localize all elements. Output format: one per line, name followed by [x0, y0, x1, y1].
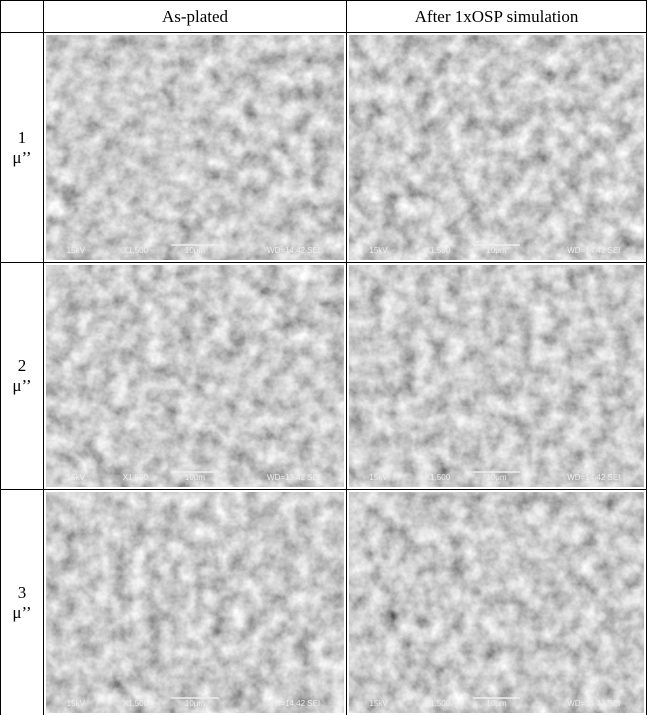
- info-bar-text: 10μm: [486, 473, 507, 482]
- sem-texture: [349, 265, 644, 487]
- sem-texture: [46, 35, 344, 260]
- row-label: μ’’: [12, 376, 32, 395]
- info-bar-text: 10μm: [185, 699, 206, 708]
- column-header: As-plated: [43, 0, 347, 33]
- info-bar-text: 15kV: [67, 246, 86, 255]
- sem-image: 15kV X1,500 10μm WD=14.42 SEI: [349, 492, 644, 713]
- column-header: After 1xOSP simulation: [346, 0, 647, 33]
- info-bar-text: 10μm: [486, 699, 507, 708]
- info-bar-text: 10μm: [486, 246, 507, 255]
- info-bar-text: X1,500: [123, 473, 149, 482]
- info-bar-text: WD=14.42 SEI: [567, 473, 620, 482]
- info-bar-text: X1,500: [425, 473, 451, 482]
- info-bar-text: WD=14.42 SEI: [567, 246, 620, 255]
- sem-image: 15kV X1,500 10μm WD=14.42 SEI: [349, 35, 644, 260]
- sem-image: 15kV X1,500 10μm WD=14.42 SEI: [349, 265, 644, 487]
- info-bar-text: X1,500: [425, 699, 451, 708]
- corner-cell: [0, 0, 44, 33]
- row-label: 1: [17, 127, 27, 147]
- row-label-cell: 2 μ’’: [0, 262, 44, 490]
- row-label-cell: 1 μ’’: [0, 32, 44, 263]
- info-bar-text: 15kV: [67, 699, 86, 708]
- sem-texture: [46, 265, 344, 487]
- info-bar-text: WD=14.42 SEI: [567, 699, 620, 708]
- info-bar-text: 15kV: [369, 246, 388, 255]
- info-bar-text: X1,500: [123, 246, 149, 255]
- row-label: 3: [17, 582, 27, 602]
- info-bar-text: 15kV: [369, 473, 388, 482]
- info-bar-text: WD=14.42 SEI: [267, 699, 320, 708]
- info-bar-text: X1,500: [123, 699, 149, 708]
- info-bar-text: 15kV: [369, 699, 388, 708]
- sem-texture: [349, 492, 644, 713]
- sem-image: 15kV X1,500 10μm WD=13.42 SEI: [46, 265, 344, 487]
- info-bar-text: WD=13.42 SEI: [267, 473, 320, 482]
- info-bar-text: 15kV: [67, 473, 86, 482]
- row-label-cell: 3 μ’’: [0, 489, 44, 715]
- info-bar-text: WD=14.42 SEI: [267, 246, 320, 255]
- sem-texture: [46, 492, 344, 713]
- info-bar-text: 10μm: [185, 473, 206, 482]
- info-bar-text: 10μm: [185, 246, 206, 255]
- sem-image: 15kV X1,500 10μm WD=14.42 SEI: [46, 35, 344, 260]
- row-label: 2: [17, 356, 27, 375]
- info-bar-text: X1,500: [425, 246, 451, 255]
- row-label: μ’’: [12, 602, 32, 622]
- sem-image: 15kV X1,500 10μm WD=14.42 SEI: [46, 492, 344, 713]
- sem-texture: [349, 35, 644, 260]
- row-label: μ’’: [12, 147, 32, 167]
